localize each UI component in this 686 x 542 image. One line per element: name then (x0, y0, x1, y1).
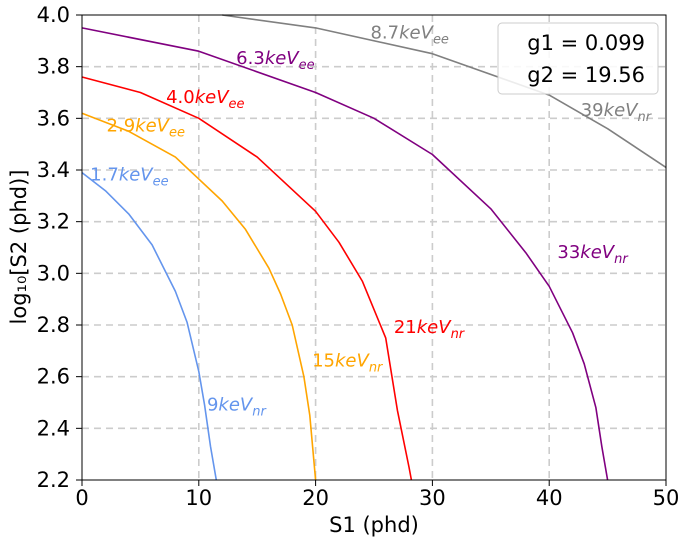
curve-label-subscript: ee (169, 125, 185, 140)
curve-label-unit: keV (265, 48, 300, 69)
curve-label-value: 15 (312, 350, 335, 371)
curve-label-value: 8.7 (370, 22, 399, 43)
curve-label-4.0ee: 4.0keVee (166, 87, 244, 112)
plot-frame (81, 14, 667, 481)
curve-label-21nr: 21keVnr (394, 317, 466, 342)
x-axis-label: S1 (phd) (329, 513, 419, 537)
curve-label-value: 1.7 (90, 164, 119, 185)
x-tick-label: 50 (653, 486, 680, 510)
y-tick-label: 3.0 (37, 261, 70, 285)
x-tick-label: 40 (536, 486, 563, 510)
y-tick-label: 2.8 (37, 313, 70, 337)
curve-label-value: 33 (557, 242, 580, 263)
curve-label-value: 2.9 (107, 115, 136, 136)
curve-label-subscript: ee (153, 174, 169, 189)
x-tick-label: 10 (185, 486, 212, 510)
curve-label-unit: keV (135, 115, 170, 136)
legend: g1 = 0.099 g2 = 19.56 (497, 22, 659, 95)
curve-label-9nr: 9keVnr (207, 394, 268, 419)
curve-label-subscript: ee (229, 97, 245, 112)
series-line-21keVnr (81, 76, 413, 481)
y-axis-label: log₁₀[S2 (phd)] (7, 170, 31, 325)
curve-label-15nr: 15keVnr (312, 350, 384, 375)
curve-label-unit: keV (218, 394, 253, 415)
y-tick-label: 3.6 (37, 106, 70, 130)
curve-label-subscript: nr (451, 327, 466, 342)
series-line-39keVnr (222, 14, 667, 169)
legend-g1: g1 = 0.099 (527, 31, 645, 55)
curve-label-6.3ee: 6.3keVee (236, 48, 314, 73)
curve-label-subscript: ee (433, 32, 449, 47)
series-line-15keVnr (81, 112, 317, 481)
curve-label-subscript: nr (252, 404, 267, 419)
legend-g2: g2 = 19.56 (527, 63, 645, 87)
curve-label-value: 9 (207, 394, 218, 415)
curve-label-unit: keV (119, 164, 154, 185)
y-tick-label: 4.0 (37, 3, 70, 27)
curve-label-value: 6.3 (236, 48, 265, 69)
curve-label-unit: keV (580, 242, 615, 263)
curve-label-unit: keV (335, 350, 370, 371)
x-tick-label: 20 (302, 486, 329, 510)
y-tick-label: 3.8 (37, 55, 70, 79)
series-line-9keVnr (81, 171, 218, 481)
curve-label-unit: keV (195, 87, 230, 108)
y-tick-label: 3.4 (37, 158, 70, 182)
curve-label-39nr: 39keVnr (581, 100, 653, 125)
curve-label-value: 4.0 (166, 87, 195, 108)
y-tick-label: 2.2 (37, 468, 70, 492)
curve-annotations: 9keVnr15keVnr21keVnr33keVnr39keVnr1.7keV… (90, 22, 653, 419)
curve-label-8.7ee: 8.7keVee (370, 22, 448, 47)
series-lines (81, 14, 667, 481)
x-tick-label: 0 (75, 486, 88, 510)
curve-label-unit: keV (399, 22, 434, 43)
curve-label-unit: keV (417, 317, 452, 338)
curve-label-2.9ee: 2.9keVee (107, 115, 185, 140)
series-line-33keVnr (81, 27, 609, 481)
legend-box (497, 22, 659, 95)
curve-label-1.7ee: 1.7keVee (90, 164, 168, 189)
curve-label-33nr: 33keVnr (557, 242, 629, 267)
axis-ticks: 0 10 20 30 40 50 2.2 2.4 2.6 2.8 3.0 3.2 3.4 3.6 3.8 4.… (37, 3, 680, 510)
y-tick-label: 2.4 (37, 416, 70, 440)
curve-label-subscript: nr (369, 360, 384, 375)
x-tick-label: 30 (419, 486, 446, 510)
y-tick-label: 2.6 (37, 365, 70, 389)
curve-label-subscript: nr (614, 252, 629, 267)
curve-label-value: 39 (581, 100, 604, 121)
curve-label-subscript: nr (637, 110, 652, 125)
curve-label-unit: keV (604, 100, 639, 121)
curve-label-subscript: ee (299, 58, 315, 73)
curve-label-value: 21 (394, 317, 417, 338)
y-tick-label: 3.2 (37, 210, 70, 234)
